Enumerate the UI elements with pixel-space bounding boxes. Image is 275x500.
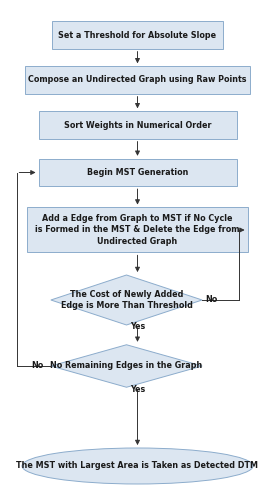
FancyBboxPatch shape xyxy=(28,208,248,252)
Text: Sort Weights in Numerical Order: Sort Weights in Numerical Order xyxy=(64,120,211,130)
Text: The Cost of Newly Added
Edge is More Than Threshold: The Cost of Newly Added Edge is More Tha… xyxy=(60,290,192,310)
FancyBboxPatch shape xyxy=(52,21,223,48)
Text: Yes: Yes xyxy=(130,322,145,331)
Text: Add a Edge from Graph to MST if No Cycle
is Formed in the MST & Delete the Edge : Add a Edge from Graph to MST if No Cycle… xyxy=(35,214,240,246)
Text: No Remaining Edges in the Graph: No Remaining Edges in the Graph xyxy=(50,362,203,370)
Text: No: No xyxy=(206,296,218,304)
FancyBboxPatch shape xyxy=(25,66,250,94)
Text: Compose an Undirected Graph using Raw Points: Compose an Undirected Graph using Raw Po… xyxy=(28,76,247,84)
FancyBboxPatch shape xyxy=(39,158,236,186)
Ellipse shape xyxy=(22,448,253,484)
Polygon shape xyxy=(51,345,202,387)
Text: Set a Threshold for Absolute Slope: Set a Threshold for Absolute Slope xyxy=(58,30,217,40)
Text: Begin MST Generation: Begin MST Generation xyxy=(87,168,188,177)
Text: Yes: Yes xyxy=(130,384,145,394)
Polygon shape xyxy=(51,275,202,325)
Text: The MST with Largest Area is Taken as Detected DTM: The MST with Largest Area is Taken as De… xyxy=(16,462,258,470)
FancyBboxPatch shape xyxy=(39,111,236,138)
Text: No: No xyxy=(32,362,44,370)
